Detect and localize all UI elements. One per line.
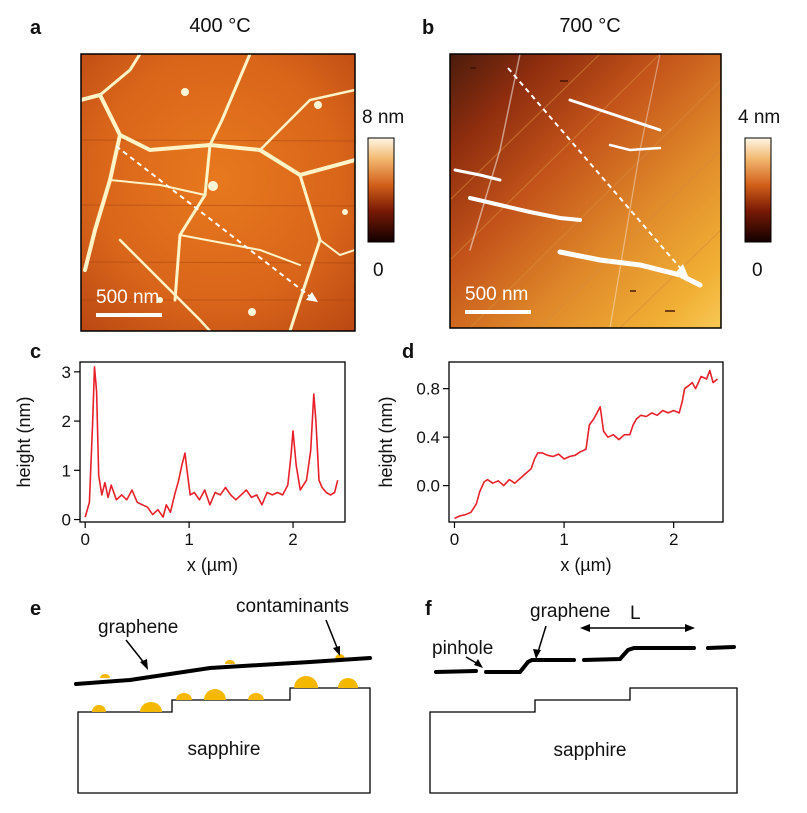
plot-frame-c	[79, 361, 346, 523]
scalebar-b	[465, 310, 531, 314]
x-axis-label-c: x (µm)	[187, 555, 238, 575]
sapphire-substrate-e	[77, 687, 371, 794]
graphene-label-f: graphene	[530, 601, 610, 622]
afm-image-a: 500 nm	[81, 54, 355, 331]
height-profile-line-c	[84, 366, 339, 518]
colorbar-b-max: 4 nm	[738, 107, 780, 128]
x-tick-label-d-1: 1	[559, 530, 568, 549]
y-tick-label-d-1: 0.4	[416, 428, 440, 447]
y-tick-label-c-0: 0	[62, 511, 71, 530]
panel-b-label: b	[422, 17, 434, 39]
colorbar-a-max: 8 nm	[362, 107, 404, 128]
colorbar-a	[367, 137, 395, 243]
plot-frame-d	[448, 361, 724, 523]
scalebar-a	[96, 313, 162, 317]
x-tick-label-d-0: 0	[450, 530, 459, 549]
x-tick-label-c-0: 0	[80, 530, 89, 549]
y-tick-label-d-0: 0.0	[416, 477, 440, 496]
panel-d-label: d	[402, 341, 414, 363]
panel-a-title: 400 °C	[189, 15, 250, 37]
graphene-segments-f	[434, 645, 736, 674]
wrinkles-a	[81, 54, 355, 331]
scalebar-a-label: 500 nm	[96, 287, 159, 308]
particles-a	[157, 88, 348, 316]
schematic-f: sapphire pinhole graphene L	[429, 601, 738, 794]
y-axis-label-d: height (nm)	[376, 396, 396, 487]
y-tick-label-c-1: 1	[62, 461, 71, 480]
sapphire-label-e: sapphire	[188, 739, 261, 760]
y-tick-label-d-2: 0.8	[416, 380, 440, 399]
scalebar-b-label: 500 nm	[465, 284, 528, 305]
graphene-layer-e	[74, 656, 372, 686]
length-label-f: L	[630, 603, 641, 624]
panel-a-label: a	[30, 17, 42, 39]
panel-f-label: f	[425, 598, 432, 620]
colorbar-b-min: 0	[752, 260, 763, 281]
graphene-label-e: graphene	[98, 617, 178, 638]
height-profile-chart-d: 0 1 2 0.0 0.4 0.8 x (µm) height (nm)	[376, 361, 724, 575]
height-profile-line-d	[454, 369, 719, 520]
x-tick-label-d-2: 2	[669, 530, 678, 549]
x-tick-label-c-1: 1	[184, 530, 193, 549]
sapphire-substrate-f	[429, 687, 738, 794]
x-tick-label-c-2: 2	[288, 530, 297, 549]
panel-b-title: 700 °C	[559, 15, 620, 37]
panel-c-label: c	[30, 341, 41, 363]
afm-image-b: 500 nm	[450, 54, 721, 328]
x-axis-label-d: x (µm)	[560, 555, 611, 575]
contaminants-label-e: contaminants	[236, 596, 349, 617]
y-tick-label-c-3: 3	[62, 363, 71, 382]
panel-e-label: e	[30, 598, 41, 620]
pinhole-label-f: pinhole	[432, 638, 493, 659]
y-axis-label-c: height (nm)	[14, 396, 34, 487]
colorbar-a-min: 0	[373, 260, 384, 281]
colorbar-b	[744, 137, 772, 243]
wrinkles-b	[453, 54, 703, 328]
y-tick-label-c-2: 2	[62, 412, 71, 431]
schematic-e: sapphire graphene contaminants	[74, 596, 372, 794]
sapphire-label-f: sapphire	[554, 740, 627, 761]
height-profile-chart-c: 0 1 2 0 1 2 3 x (µm) height (nm)	[14, 361, 346, 575]
pinholes-b	[470, 67, 675, 312]
contaminants-e	[92, 654, 358, 712]
